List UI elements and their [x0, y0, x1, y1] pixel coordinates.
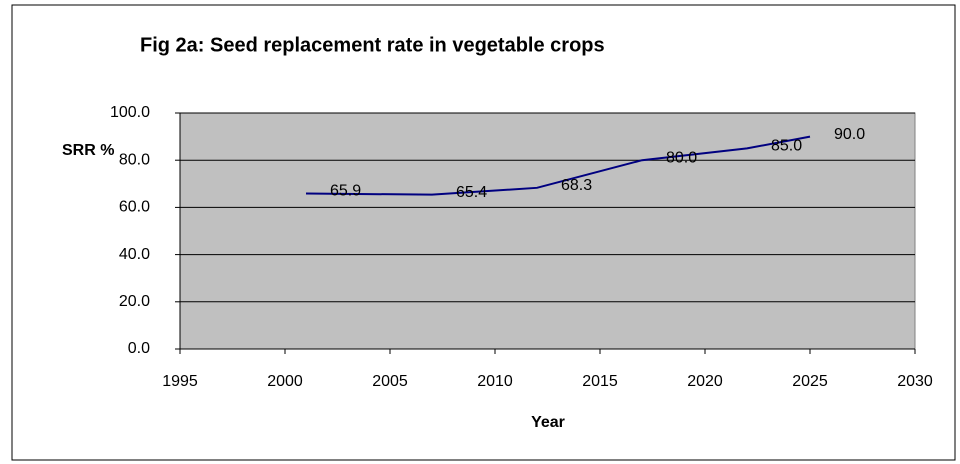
data-line: [305, 135, 811, 196]
y-tick-label: 80.0: [119, 151, 150, 168]
data-label: 65.4: [456, 184, 487, 201]
data-label: 80.0: [666, 149, 697, 166]
y-tick-label: 60.0: [119, 199, 150, 216]
data-label: 85.0: [771, 138, 802, 155]
x-tick-label: 2030: [897, 373, 933, 390]
y-tick-label: 100.0: [110, 104, 150, 121]
y-tick-label: 40.0: [119, 246, 150, 263]
data-label: 65.9: [330, 183, 361, 200]
data-label: 68.3: [561, 177, 592, 194]
y-axis-title: SRR %: [62, 142, 114, 159]
plot-area: [179, 112, 916, 350]
x-tick-label: 2010: [477, 373, 513, 390]
x-tick-label: 2025: [792, 373, 828, 390]
y-tick-label: 0.0: [128, 340, 150, 357]
x-tick-label: 1995: [162, 373, 198, 390]
x-tick-label: 2005: [372, 373, 408, 390]
chart-title: Fig 2a: Seed replacement rate in vegetab…: [140, 34, 605, 56]
data-label: 90.0: [834, 126, 865, 143]
x-tick-label: 2000: [267, 373, 303, 390]
x-tick-label: 2015: [582, 373, 618, 390]
x-tick-label: 2020: [687, 373, 723, 390]
y-tick-label: 20.0: [119, 293, 150, 310]
x-axis-title: Year: [531, 414, 565, 431]
